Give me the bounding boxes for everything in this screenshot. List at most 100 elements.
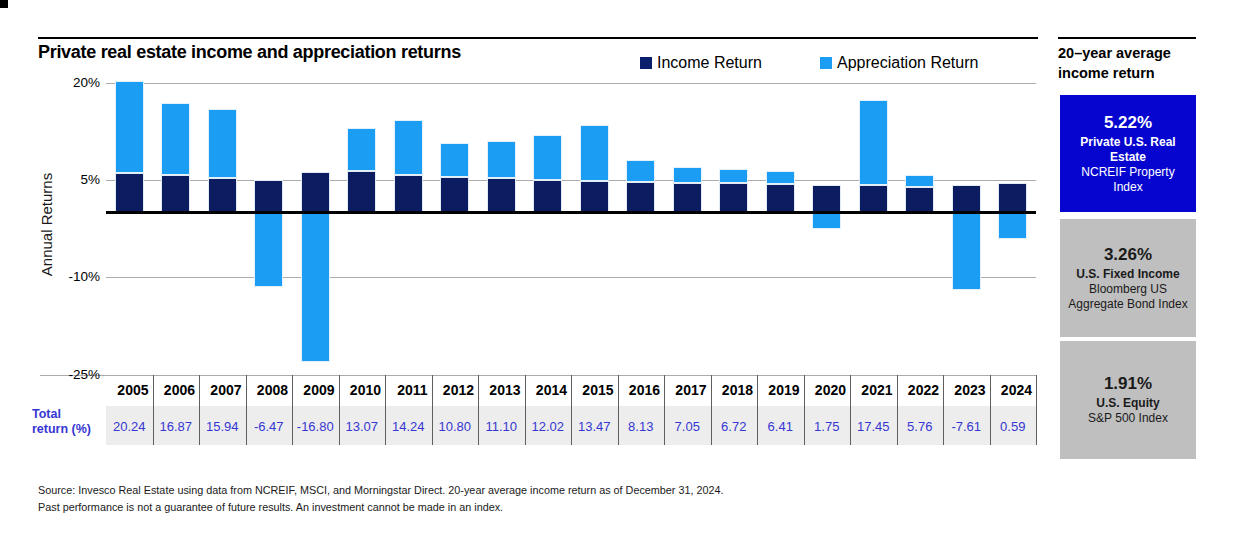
legend-income-label: Income Return <box>657 54 762 72</box>
gridline <box>106 277 1036 278</box>
card-label: U.S. Fixed Income <box>1068 267 1188 282</box>
income-bar-segment <box>347 171 376 212</box>
table-year-header: 2017 <box>664 375 711 406</box>
table-year-header: 2011 <box>385 375 432 406</box>
table-column-separator <box>897 375 898 445</box>
table-column-separator <box>943 375 944 445</box>
appreciation-bar-segment <box>161 103 190 175</box>
appreciation-bar-segment <box>673 167 702 183</box>
appreciation-bar-segment <box>626 160 655 182</box>
table-total-return-value: 0.59 <box>990 406 1037 445</box>
table-year-header: 2008 <box>246 375 293 406</box>
income-bar-segment <box>580 181 609 213</box>
sidebar-rule <box>1058 37 1196 39</box>
table-column-separator <box>757 375 758 445</box>
income-bar-segment <box>254 180 283 212</box>
appreciation-bar-segment <box>580 125 609 181</box>
table-column-separator <box>664 375 665 445</box>
chart-title: Private real estate income and appreciat… <box>38 42 461 63</box>
legend-item-income: Income Return <box>640 54 762 72</box>
appreciation-bar-segment <box>859 100 888 185</box>
y-tick-label: 20% <box>40 75 100 90</box>
income-swatch-icon <box>640 57 652 69</box>
appreciation-swatch-icon <box>820 57 832 69</box>
table-column-separator <box>246 375 247 445</box>
table-total-return-value: 7.05 <box>664 406 711 445</box>
card-sublabel: NCREIF Property Index <box>1068 165 1188 195</box>
table-total-return-value: 20.24 <box>106 406 153 445</box>
table-year-header: 2007 <box>199 375 246 406</box>
card-value: 5.22% <box>1068 113 1188 133</box>
appreciation-bar-segment <box>998 213 1027 239</box>
table-year-header: 2023 <box>943 375 990 406</box>
table-total-return-value: 15.94 <box>199 406 246 445</box>
appreciation-bar-segment <box>301 213 330 362</box>
table-total-return-value: 5.76 <box>897 406 944 445</box>
source-line-1: Source: Invesco Real Estate using data f… <box>38 482 846 499</box>
table-column-separator <box>153 375 154 445</box>
card-label: U.S. Equity <box>1068 396 1188 411</box>
table-total-return-value: 13.47 <box>571 406 618 445</box>
table-column-separator <box>804 375 805 445</box>
appreciation-bar-segment <box>115 81 144 173</box>
card-fixed-income: 3.26% U.S. Fixed Income Bloomberg US Agg… <box>1060 219 1196 337</box>
card-value: 1.91% <box>1068 374 1188 394</box>
table-column-separator <box>525 375 526 445</box>
table-year-header: 2018 <box>711 375 758 406</box>
income-bar-segment <box>487 178 516 212</box>
appreciation-bar-segment <box>208 109 237 178</box>
income-bar-segment <box>115 173 144 213</box>
legend-appreciation-label: Appreciation Return <box>837 54 978 72</box>
table-column-separator <box>385 375 386 445</box>
table-total-return-value: -7.61 <box>943 406 990 445</box>
income-bar-segment <box>859 185 888 213</box>
income-bar-segment <box>673 183 702 213</box>
table-year-header: 2014 <box>525 375 572 406</box>
table-year-header: 2021 <box>850 375 897 406</box>
table-total-return-value: 10.80 <box>432 406 479 445</box>
card-us-equity: 1.91% U.S. Equity S&P 500 Index <box>1060 341 1196 459</box>
table-total-return-value: 6.72 <box>711 406 758 445</box>
card-sublabel: S&P 500 Index <box>1068 411 1188 426</box>
income-bar-segment <box>394 175 423 213</box>
table-year-header: 2024 <box>990 375 1037 406</box>
table-row-label: Total return (%) <box>32 407 96 437</box>
table-column-separator <box>1036 375 1037 445</box>
table-year-header: 2005 <box>106 375 153 406</box>
card-private-real-estate: 5.22% Private U.S. Real Estate NCREIF Pr… <box>1060 95 1196 212</box>
source-note: Source: Invesco Real Estate using data f… <box>38 482 846 516</box>
income-bar-segment <box>998 183 1027 213</box>
income-bar-segment <box>161 175 190 213</box>
appreciation-bar-segment <box>533 135 562 180</box>
table-year-header: 2013 <box>478 375 525 406</box>
table-total-return-value: 16.87 <box>153 406 200 445</box>
income-bar-segment <box>905 187 934 213</box>
table-year-header: 2019 <box>757 375 804 406</box>
table-total-return-value: 11.10 <box>478 406 525 445</box>
table-total-return-value: 6.41 <box>757 406 804 445</box>
header-rule <box>38 37 1038 39</box>
y-tick-label: 5% <box>40 172 100 187</box>
table-total-return-value: -6.47 <box>246 406 293 445</box>
table-total-return-value: 13.07 <box>339 406 386 445</box>
appreciation-bar-segment <box>440 143 469 177</box>
appreciation-bar-segment <box>719 169 748 183</box>
table-year-header: 2020 <box>804 375 851 406</box>
table-year-header: 2012 <box>432 375 479 406</box>
card-label: Private U.S. Real Estate <box>1068 135 1188 165</box>
appreciation-bar-segment <box>905 175 934 186</box>
zero-axis-line <box>106 211 1036 214</box>
corner-mark <box>0 0 8 8</box>
appreciation-bar-segment <box>812 213 841 230</box>
appreciation-bar-segment <box>394 120 423 175</box>
income-bar-segment <box>533 180 562 213</box>
table-year-header: 2006 <box>153 375 200 406</box>
table-total-return-value: 17.45 <box>850 406 897 445</box>
legend-item-appreciation: Appreciation Return <box>820 54 978 72</box>
table-total-return-value: 14.24 <box>385 406 432 445</box>
table-column-separator <box>199 375 200 445</box>
table-total-return-value: 1.75 <box>804 406 851 445</box>
appreciation-bar-segment <box>487 141 516 179</box>
table-column-separator <box>850 375 851 445</box>
slide: Private real estate income and appreciat… <box>0 0 1240 550</box>
